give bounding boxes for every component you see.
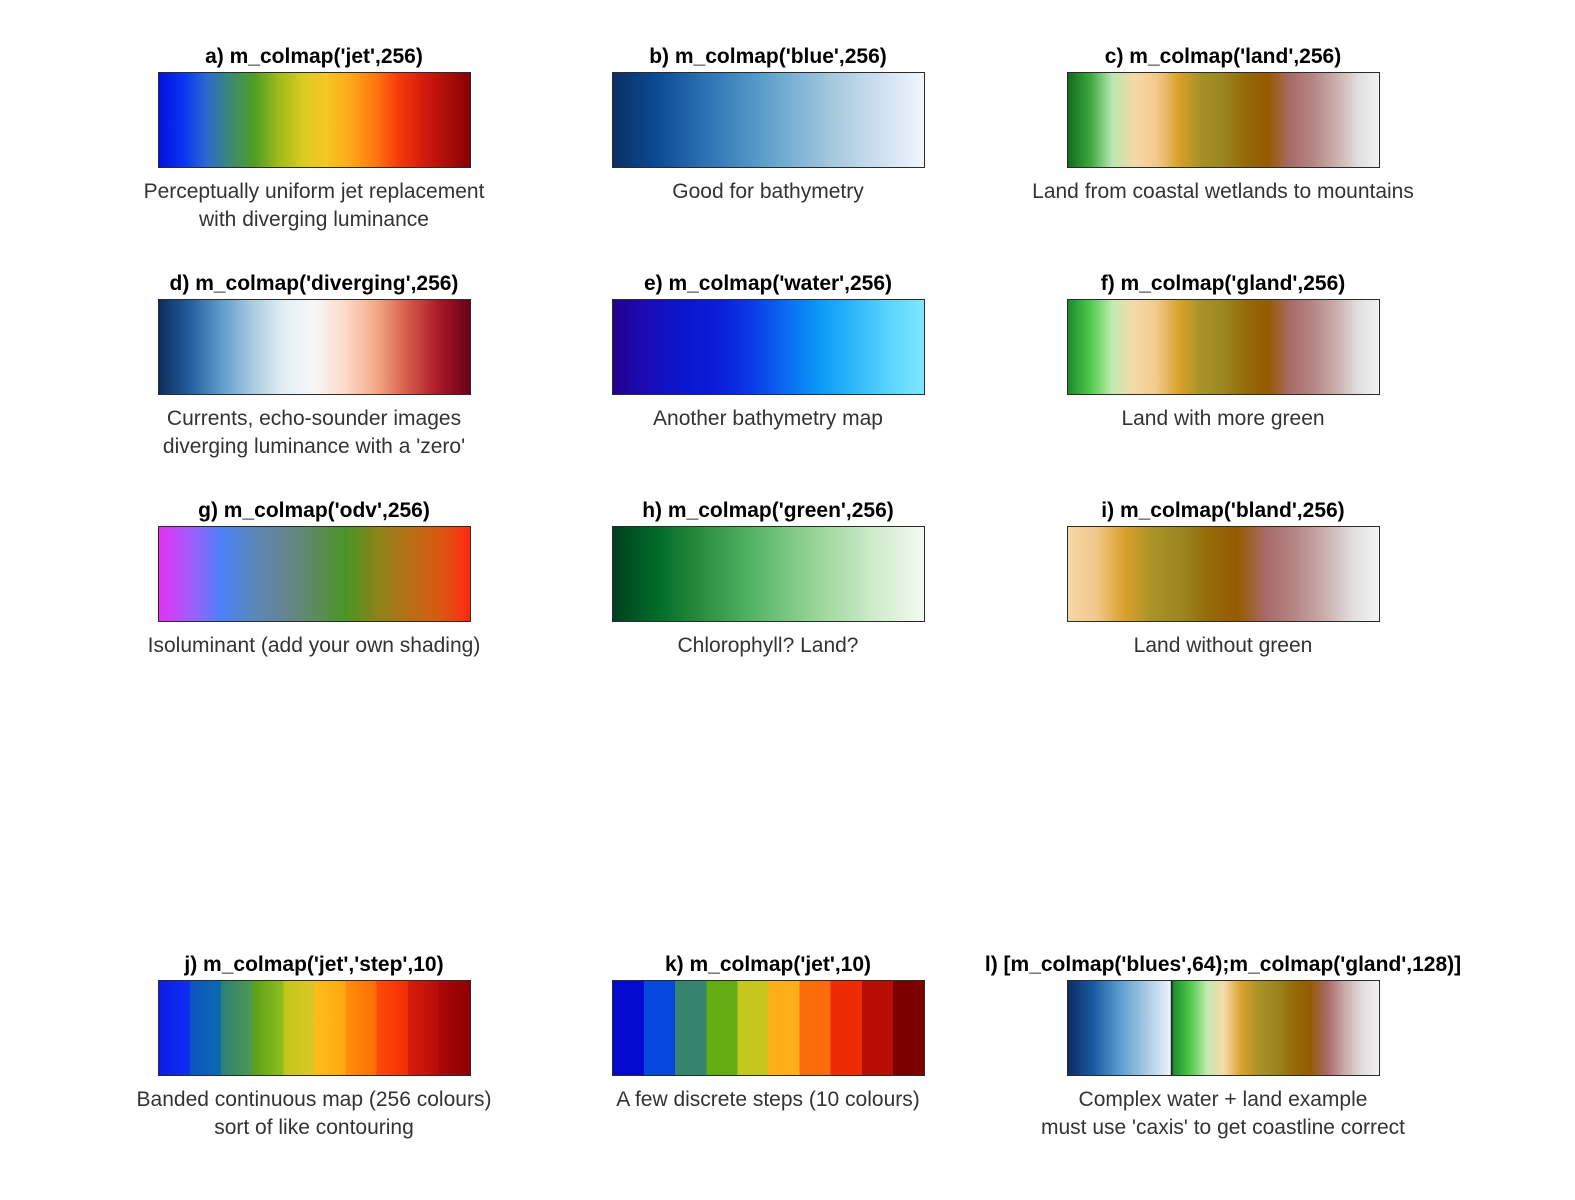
- caption-line: Land from coastal wetlands to mountains: [1032, 180, 1414, 203]
- colorbar-jet: [157, 72, 471, 168]
- caption-line: Chlorophyll? Land?: [677, 634, 859, 657]
- colorbar-land: [1066, 72, 1380, 168]
- panel-title: g) m_colmap('odv',256): [198, 499, 430, 522]
- caption-line: with diverging luminance: [199, 208, 429, 231]
- panel-f: f) m_colmap('gland',256) Land with more …: [973, 271, 1473, 433]
- colorbar-bland: [1066, 526, 1380, 622]
- caption-line: sort of like contouring: [214, 1116, 414, 1139]
- panel-caption: Land from coastal wetlands to mountains: [973, 178, 1473, 206]
- panel-title: i) m_colmap('bland',256): [1101, 499, 1345, 522]
- panel-caption: Banded continuous map (256 colours) sort…: [64, 1086, 564, 1142]
- panel-b: b) m_colmap('blue',256) Good for bathyme…: [518, 44, 1018, 206]
- caption-line: Currents, echo-sounder images: [166, 407, 462, 430]
- panel-c: c) m_colmap('land',256) Land from coasta…: [973, 44, 1473, 206]
- panel-title: h) m_colmap('green',256): [642, 499, 894, 522]
- colorbar-diverging: [157, 299, 471, 395]
- colorbar-gland: [1066, 299, 1380, 395]
- panel-caption: Isoluminant (add your own shading): [64, 632, 564, 660]
- caption-line: Another bathymetry map: [653, 407, 883, 430]
- caption-line: Perceptually uniform jet replacement: [143, 180, 485, 203]
- caption-line: must use 'caxis' to get coastline correc…: [1040, 1116, 1405, 1139]
- panel-caption: Perceptually uniform jet replacement wit…: [64, 178, 564, 234]
- panel-caption: Chlorophyll? Land?: [518, 632, 1018, 660]
- colorbar-blues-gland: [1066, 980, 1380, 1076]
- panel-k: k) m_colmap('jet',10) A few discrete ste…: [518, 952, 1018, 1114]
- panel-e: e) m_colmap('water',256) Another bathyme…: [518, 271, 1018, 433]
- colorbar-jet-10: [611, 980, 925, 1076]
- caption-line: Complex water + land example: [1078, 1088, 1368, 1111]
- panel-caption: Currents, echo-sounder images diverging …: [64, 405, 564, 461]
- panel-caption: Good for bathymetry: [518, 178, 1018, 206]
- panel-caption: Another bathymetry map: [518, 405, 1018, 433]
- panel-l: l) [m_colmap('blues',64);m_colmap('gland…: [973, 952, 1473, 1142]
- panel-caption: Complex water + land example must use 'c…: [973, 1086, 1473, 1142]
- panel-title: b) m_colmap('blue',256): [649, 45, 887, 68]
- panel-title: c) m_colmap('land',256): [1104, 45, 1342, 68]
- caption-line: A few discrete steps (10 colours): [616, 1088, 920, 1111]
- panel-title: l) [m_colmap('blues',64);m_colmap('gland…: [984, 953, 1462, 976]
- panel-g: g) m_colmap('odv',256) Isoluminant (add …: [64, 498, 564, 660]
- panel-title: k) m_colmap('jet',10): [664, 953, 872, 976]
- panel-title: a) m_colmap('jet',256): [205, 45, 423, 68]
- panel-i: i) m_colmap('bland',256) Land without gr…: [973, 498, 1473, 660]
- colorbar-green: [611, 526, 925, 622]
- panel-title: d) m_colmap('diverging',256): [169, 272, 459, 295]
- caption-line: Land with more green: [1121, 407, 1325, 430]
- panel-caption: Land without green: [973, 632, 1473, 660]
- panel-caption: Land with more green: [973, 405, 1473, 433]
- colorbar-blue: [611, 72, 925, 168]
- caption-line: Good for bathymetry: [672, 180, 864, 203]
- panel-j: j) m_colmap('jet','step',10) Banded cont…: [64, 952, 564, 1142]
- colorbar-odv: [157, 526, 471, 622]
- panel-d: d) m_colmap('diverging',256) Currents, e…: [64, 271, 564, 461]
- caption-line: Land without green: [1133, 634, 1313, 657]
- panel-title: f) m_colmap('gland',256): [1100, 272, 1346, 295]
- panel-caption: A few discrete steps (10 colours): [518, 1086, 1018, 1114]
- panel-title: j) m_colmap('jet','step',10): [184, 953, 444, 976]
- colorbar-water: [611, 299, 925, 395]
- caption-line: diverging luminance with a 'zero': [162, 435, 466, 458]
- panel-a: a) m_colmap('jet',256) Perceptually unif…: [64, 44, 564, 234]
- colorbar-jet-step: [157, 980, 471, 1076]
- caption-line: Banded continuous map (256 colours): [136, 1088, 492, 1111]
- caption-line: Isoluminant (add your own shading): [147, 634, 481, 657]
- panel-h: h) m_colmap('green',256) Chlorophyll? La…: [518, 498, 1018, 660]
- panel-title: e) m_colmap('water',256): [643, 272, 893, 295]
